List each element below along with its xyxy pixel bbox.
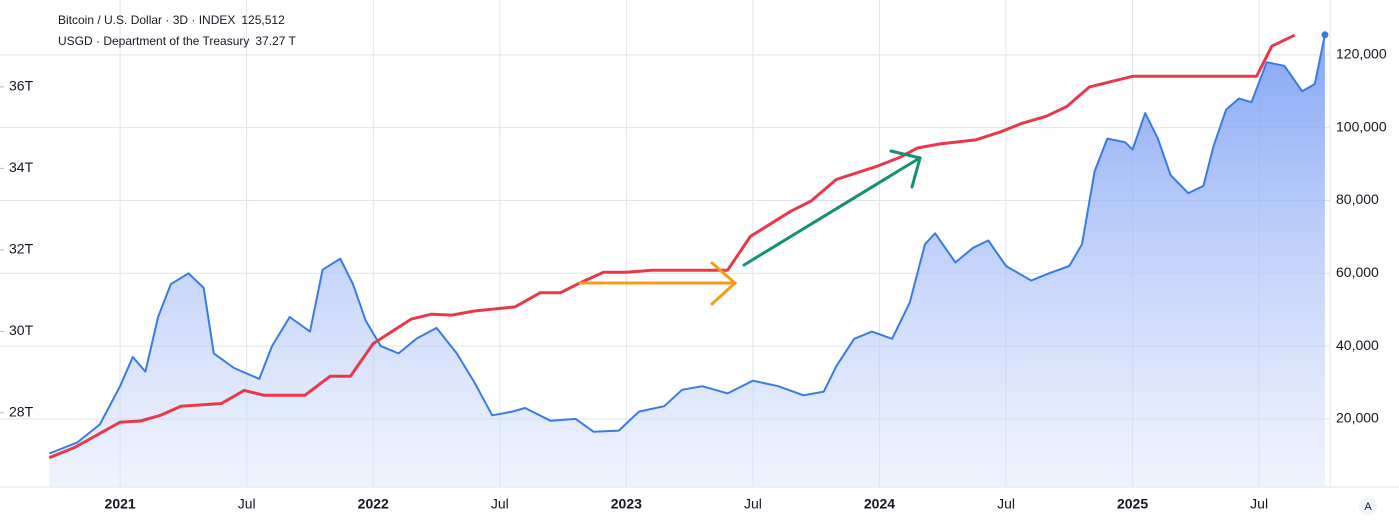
series-line xyxy=(48,34,1326,455)
legend-value: 125,512 xyxy=(241,13,285,27)
auto-scale-button[interactable]: A xyxy=(1359,497,1377,515)
x-tick-label: 2022 xyxy=(358,496,389,512)
x-tick-label: Jul xyxy=(238,496,256,512)
x-tick-label: Jul xyxy=(997,496,1015,512)
legend-name: USGD · Department of the Treasury xyxy=(58,34,249,48)
y-tick-label: 28T xyxy=(9,404,34,420)
series-line xyxy=(48,33,1296,460)
y2-tick-label: 40,000 xyxy=(1336,337,1379,353)
y2-tick-label: 100,000 xyxy=(1336,118,1387,134)
x-tick-label: 2025 xyxy=(1117,496,1148,512)
svg-text:A: A xyxy=(1364,501,1372,513)
x-tick-label: Jul xyxy=(1250,496,1268,512)
y-tick-label: 30T xyxy=(9,322,34,338)
legend-value: 37.27 T xyxy=(255,34,296,48)
area-fill xyxy=(49,34,1325,488)
y2-tick-label: 120,000 xyxy=(1336,46,1387,62)
y-tick-label: 34T xyxy=(9,159,34,175)
green-arrow xyxy=(742,149,922,267)
legend: Bitcoin / U.S. Dollar · 3D · INDEX 125,5… xyxy=(58,13,297,48)
axes: 2021 Jul 2022 Jul 2023 Jul 2024 Jul 2025 Jul 28T 30… xyxy=(0,46,1387,512)
y2-tick-label: 20,000 xyxy=(1336,410,1379,426)
y-tick-label: 36T xyxy=(9,78,34,94)
orange-arrow xyxy=(578,261,738,306)
y-tick-label: 32T xyxy=(9,241,34,257)
y2-tick-label: 80,000 xyxy=(1336,191,1379,207)
x-tick-label: 2021 xyxy=(105,496,136,512)
last-point xyxy=(1321,31,1329,39)
x-tick-label: 2023 xyxy=(611,496,642,512)
annotation-arrows xyxy=(578,149,922,306)
x-tick-label: Jul xyxy=(491,496,509,512)
x-tick-label: Jul xyxy=(744,496,762,512)
plot xyxy=(48,31,1329,488)
legend-name: Bitcoin / U.S. Dollar · 3D · INDEX xyxy=(58,13,235,27)
x-tick-label: 2024 xyxy=(864,496,895,512)
y2-tick-label: 60,000 xyxy=(1336,264,1379,280)
